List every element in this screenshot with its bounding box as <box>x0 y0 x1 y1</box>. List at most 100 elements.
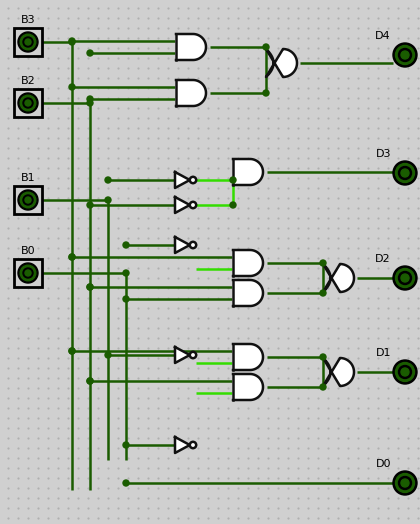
Circle shape <box>396 363 415 381</box>
Bar <box>14 28 42 56</box>
Circle shape <box>69 254 75 260</box>
Circle shape <box>393 266 417 290</box>
Polygon shape <box>175 437 190 453</box>
Circle shape <box>18 93 38 113</box>
Polygon shape <box>323 358 354 386</box>
Circle shape <box>230 202 236 208</box>
Text: D3: D3 <box>375 149 391 159</box>
Circle shape <box>123 242 129 248</box>
Circle shape <box>87 378 93 384</box>
Bar <box>14 259 42 287</box>
Circle shape <box>18 32 38 52</box>
Circle shape <box>23 268 33 278</box>
Polygon shape <box>176 34 206 60</box>
Text: D4: D4 <box>375 31 391 41</box>
Circle shape <box>401 51 409 59</box>
Circle shape <box>123 296 129 302</box>
Circle shape <box>393 161 417 185</box>
Circle shape <box>263 90 269 96</box>
Circle shape <box>320 260 326 266</box>
Polygon shape <box>323 264 354 292</box>
Circle shape <box>393 43 417 67</box>
Circle shape <box>69 39 75 45</box>
Circle shape <box>396 268 415 288</box>
Circle shape <box>320 354 326 360</box>
Circle shape <box>190 177 196 183</box>
Circle shape <box>401 368 409 376</box>
Text: D1: D1 <box>375 348 391 358</box>
Circle shape <box>20 265 36 281</box>
Bar <box>14 186 42 214</box>
Circle shape <box>105 177 111 183</box>
Circle shape <box>230 177 236 183</box>
Circle shape <box>87 284 93 290</box>
Circle shape <box>69 348 75 354</box>
Polygon shape <box>233 250 263 276</box>
Circle shape <box>87 378 93 384</box>
Circle shape <box>69 254 75 260</box>
Polygon shape <box>175 237 190 253</box>
Circle shape <box>105 197 111 203</box>
Circle shape <box>263 44 269 50</box>
Circle shape <box>190 242 196 248</box>
Circle shape <box>23 195 33 205</box>
Polygon shape <box>175 347 190 363</box>
Polygon shape <box>266 49 297 77</box>
Circle shape <box>399 476 412 489</box>
Polygon shape <box>175 197 190 213</box>
Polygon shape <box>233 344 263 370</box>
Circle shape <box>123 442 129 448</box>
Circle shape <box>320 290 326 296</box>
Circle shape <box>87 284 93 290</box>
Circle shape <box>23 37 33 47</box>
Circle shape <box>69 348 75 354</box>
Text: B2: B2 <box>21 76 35 86</box>
Text: B1: B1 <box>21 173 35 183</box>
Circle shape <box>401 169 409 177</box>
Polygon shape <box>233 280 263 306</box>
Circle shape <box>399 49 412 61</box>
Circle shape <box>20 34 36 50</box>
Polygon shape <box>176 80 206 106</box>
Circle shape <box>87 100 93 106</box>
Circle shape <box>396 474 415 493</box>
Circle shape <box>320 384 326 390</box>
Circle shape <box>25 100 31 106</box>
Circle shape <box>18 263 38 283</box>
Text: D0: D0 <box>375 459 391 469</box>
Circle shape <box>20 95 36 111</box>
Circle shape <box>69 84 75 90</box>
Circle shape <box>190 352 196 358</box>
Circle shape <box>393 360 417 384</box>
Circle shape <box>25 197 31 203</box>
Circle shape <box>25 270 31 276</box>
Polygon shape <box>233 374 263 400</box>
Text: D2: D2 <box>375 254 391 264</box>
Circle shape <box>18 190 38 210</box>
Circle shape <box>69 38 75 44</box>
Circle shape <box>87 202 93 208</box>
Bar <box>14 89 42 117</box>
Circle shape <box>401 274 409 282</box>
Circle shape <box>190 202 196 208</box>
Text: B0: B0 <box>21 246 35 256</box>
Polygon shape <box>175 172 190 188</box>
Circle shape <box>399 271 412 285</box>
Circle shape <box>123 480 129 486</box>
Circle shape <box>25 39 31 45</box>
Circle shape <box>87 96 93 102</box>
Circle shape <box>399 167 412 180</box>
Polygon shape <box>233 159 263 185</box>
Circle shape <box>393 471 417 495</box>
Circle shape <box>401 479 409 487</box>
Circle shape <box>396 46 415 64</box>
Circle shape <box>396 163 415 182</box>
Circle shape <box>123 270 129 276</box>
Circle shape <box>20 192 36 208</box>
Circle shape <box>399 366 412 378</box>
Text: B3: B3 <box>21 15 35 25</box>
Circle shape <box>87 50 93 56</box>
Circle shape <box>23 98 33 108</box>
Circle shape <box>105 352 111 358</box>
Circle shape <box>190 442 196 448</box>
